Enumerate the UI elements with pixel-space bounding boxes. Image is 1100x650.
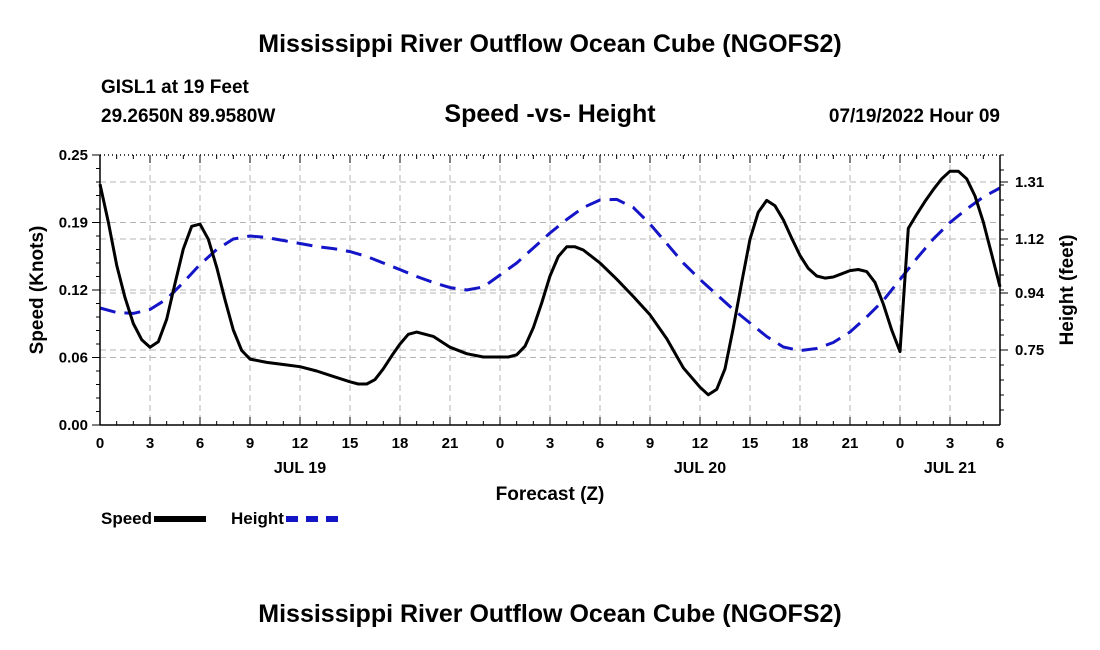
footer-title: Mississippi River Outflow Ocean Cube (NG… [258,600,842,628]
x-tick-label: 6 [196,435,204,452]
legend-height-swatch [285,516,338,522]
x-tick-label: 21 [842,435,859,452]
y2-tick-label: 1.12 [1015,231,1044,248]
x-tick-label: 21 [442,435,459,452]
y-axis-title: Speed (Knots) [27,226,48,355]
x-tick-label: 15 [342,435,359,452]
date-label: JUL 19 [274,460,326,477]
x-tick-label: 9 [246,435,254,452]
axes [92,154,1008,426]
x-tick-label: 12 [292,435,309,452]
height-line [99,186,1001,353]
y-tick-label: 0.25 [59,147,88,164]
y-tick-label: 0.19 [59,215,88,232]
y2-tick-label: 0.94 [1015,285,1045,302]
x-tick-label: 0 [496,435,504,452]
y-tick-label: 0.06 [59,350,88,367]
station-coordinates: 29.2650N 89.9580W [101,106,276,127]
x-tick-label: 9 [646,435,654,452]
axis-labels: 0 3 6 9 12 15 18 21 0 3 6 9 12 15 18 21 0 3 6 JUL 19 JUL 20 J… [27,147,1078,505]
y-tick-label: 0.12 [59,282,88,299]
speed-series [98,169,1002,397]
station-label: GISL1 at 19 Feet [101,77,249,98]
y-tick-label: 0.00 [59,417,88,434]
legend-height: Height [231,509,338,529]
legend-height-label: Height [231,509,284,528]
legend-speed: Speed [101,509,207,529]
y2-tick-label: 0.75 [1015,342,1044,359]
y2-axis-title: Height (feet) [1057,235,1078,346]
forecast-datetime: 07/19/2022 Hour 09 [828,106,1000,127]
y2-tick-label: 1.31 [1015,174,1044,191]
x-tick-label: 3 [146,435,154,452]
date-label: JUL 20 [674,460,726,477]
height-series [99,186,1001,353]
x-tick-label: 15 [742,435,759,452]
x-tick-label: 18 [392,435,409,452]
legend-speed-swatch [154,516,207,522]
grid [100,155,1000,425]
x-tick-label: 3 [946,435,954,452]
main-title: Mississippi River Outflow Ocean Cube (NG… [258,30,842,58]
speed-line [98,169,1002,397]
x-tick-label: 12 [692,435,709,452]
date-label: JUL 21 [924,460,976,477]
x-tick-label: 0 [896,435,904,452]
x-axis-title: Forecast (Z) [496,484,605,505]
x-tick-label: 6 [996,435,1004,452]
x-tick-label: 6 [596,435,604,452]
x-tick-label: 3 [546,435,554,452]
chart-title: Speed -vs- Height [444,100,656,128]
x-tick-label: 18 [792,435,809,452]
legend-speed-label: Speed [101,509,153,528]
x-tick-label: 0 [96,435,104,452]
